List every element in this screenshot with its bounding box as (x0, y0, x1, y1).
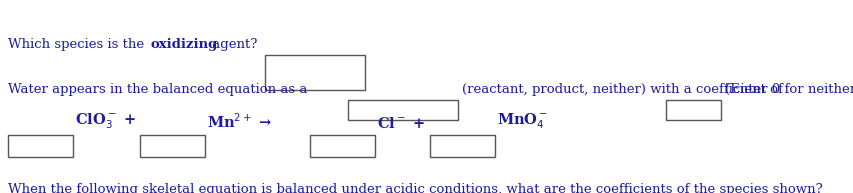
Text: (Enter 0 for neither.): (Enter 0 for neither.) (724, 83, 853, 96)
Text: agent?: agent? (208, 38, 257, 51)
Text: oxidizing: oxidizing (151, 38, 218, 51)
FancyBboxPatch shape (347, 100, 457, 120)
Text: Which species is the: Which species is the (8, 38, 148, 51)
FancyBboxPatch shape (430, 135, 495, 157)
Text: When the following skeletal equation is balanced under acidic conditions, what a: When the following skeletal equation is … (8, 183, 821, 193)
Text: Cl$^-$ +: Cl$^-$ + (376, 116, 425, 131)
Text: Water appears in the balanced equation as a: Water appears in the balanced equation a… (8, 83, 307, 96)
FancyBboxPatch shape (665, 100, 720, 120)
Text: MnO$_4^-$: MnO$_4^-$ (496, 112, 548, 131)
FancyBboxPatch shape (8, 135, 73, 157)
FancyBboxPatch shape (310, 135, 374, 157)
Text: (reactant, product, neither) with a coefficient of: (reactant, product, neither) with a coef… (461, 83, 782, 96)
FancyBboxPatch shape (140, 135, 205, 157)
Text: ClO$_3^-$ +: ClO$_3^-$ + (75, 112, 136, 131)
FancyBboxPatch shape (264, 55, 364, 90)
Text: Mn$^{2+}$ →: Mn$^{2+}$ → (206, 112, 272, 131)
